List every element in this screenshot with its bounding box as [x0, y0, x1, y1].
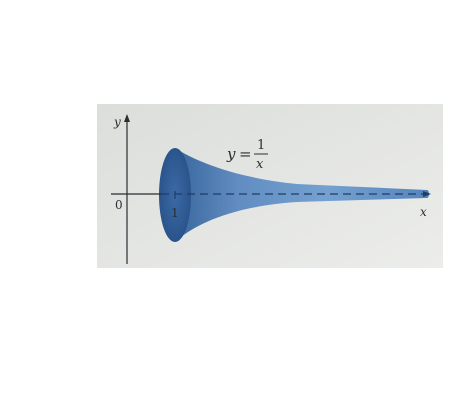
origin-label: 0	[115, 198, 123, 212]
equation-equals: =	[239, 145, 252, 163]
y-axis-label: y	[113, 115, 121, 129]
equation-numerator: 1	[257, 138, 265, 153]
equation: y = 1 x	[226, 138, 268, 172]
x-axis-arrow	[423, 191, 431, 197]
figure-panel: y x 0 1 y = 1 x	[97, 104, 443, 268]
x-tick-label: 1	[171, 206, 179, 220]
equation-denominator: x	[256, 157, 264, 172]
x-axis-label: x	[420, 205, 427, 219]
horn-surface	[175, 148, 427, 242]
equation-lhs: y	[226, 145, 236, 163]
horn-diagram: y x 0 1 y = 1 x	[97, 104, 443, 268]
y-axis-arrow	[124, 114, 130, 122]
